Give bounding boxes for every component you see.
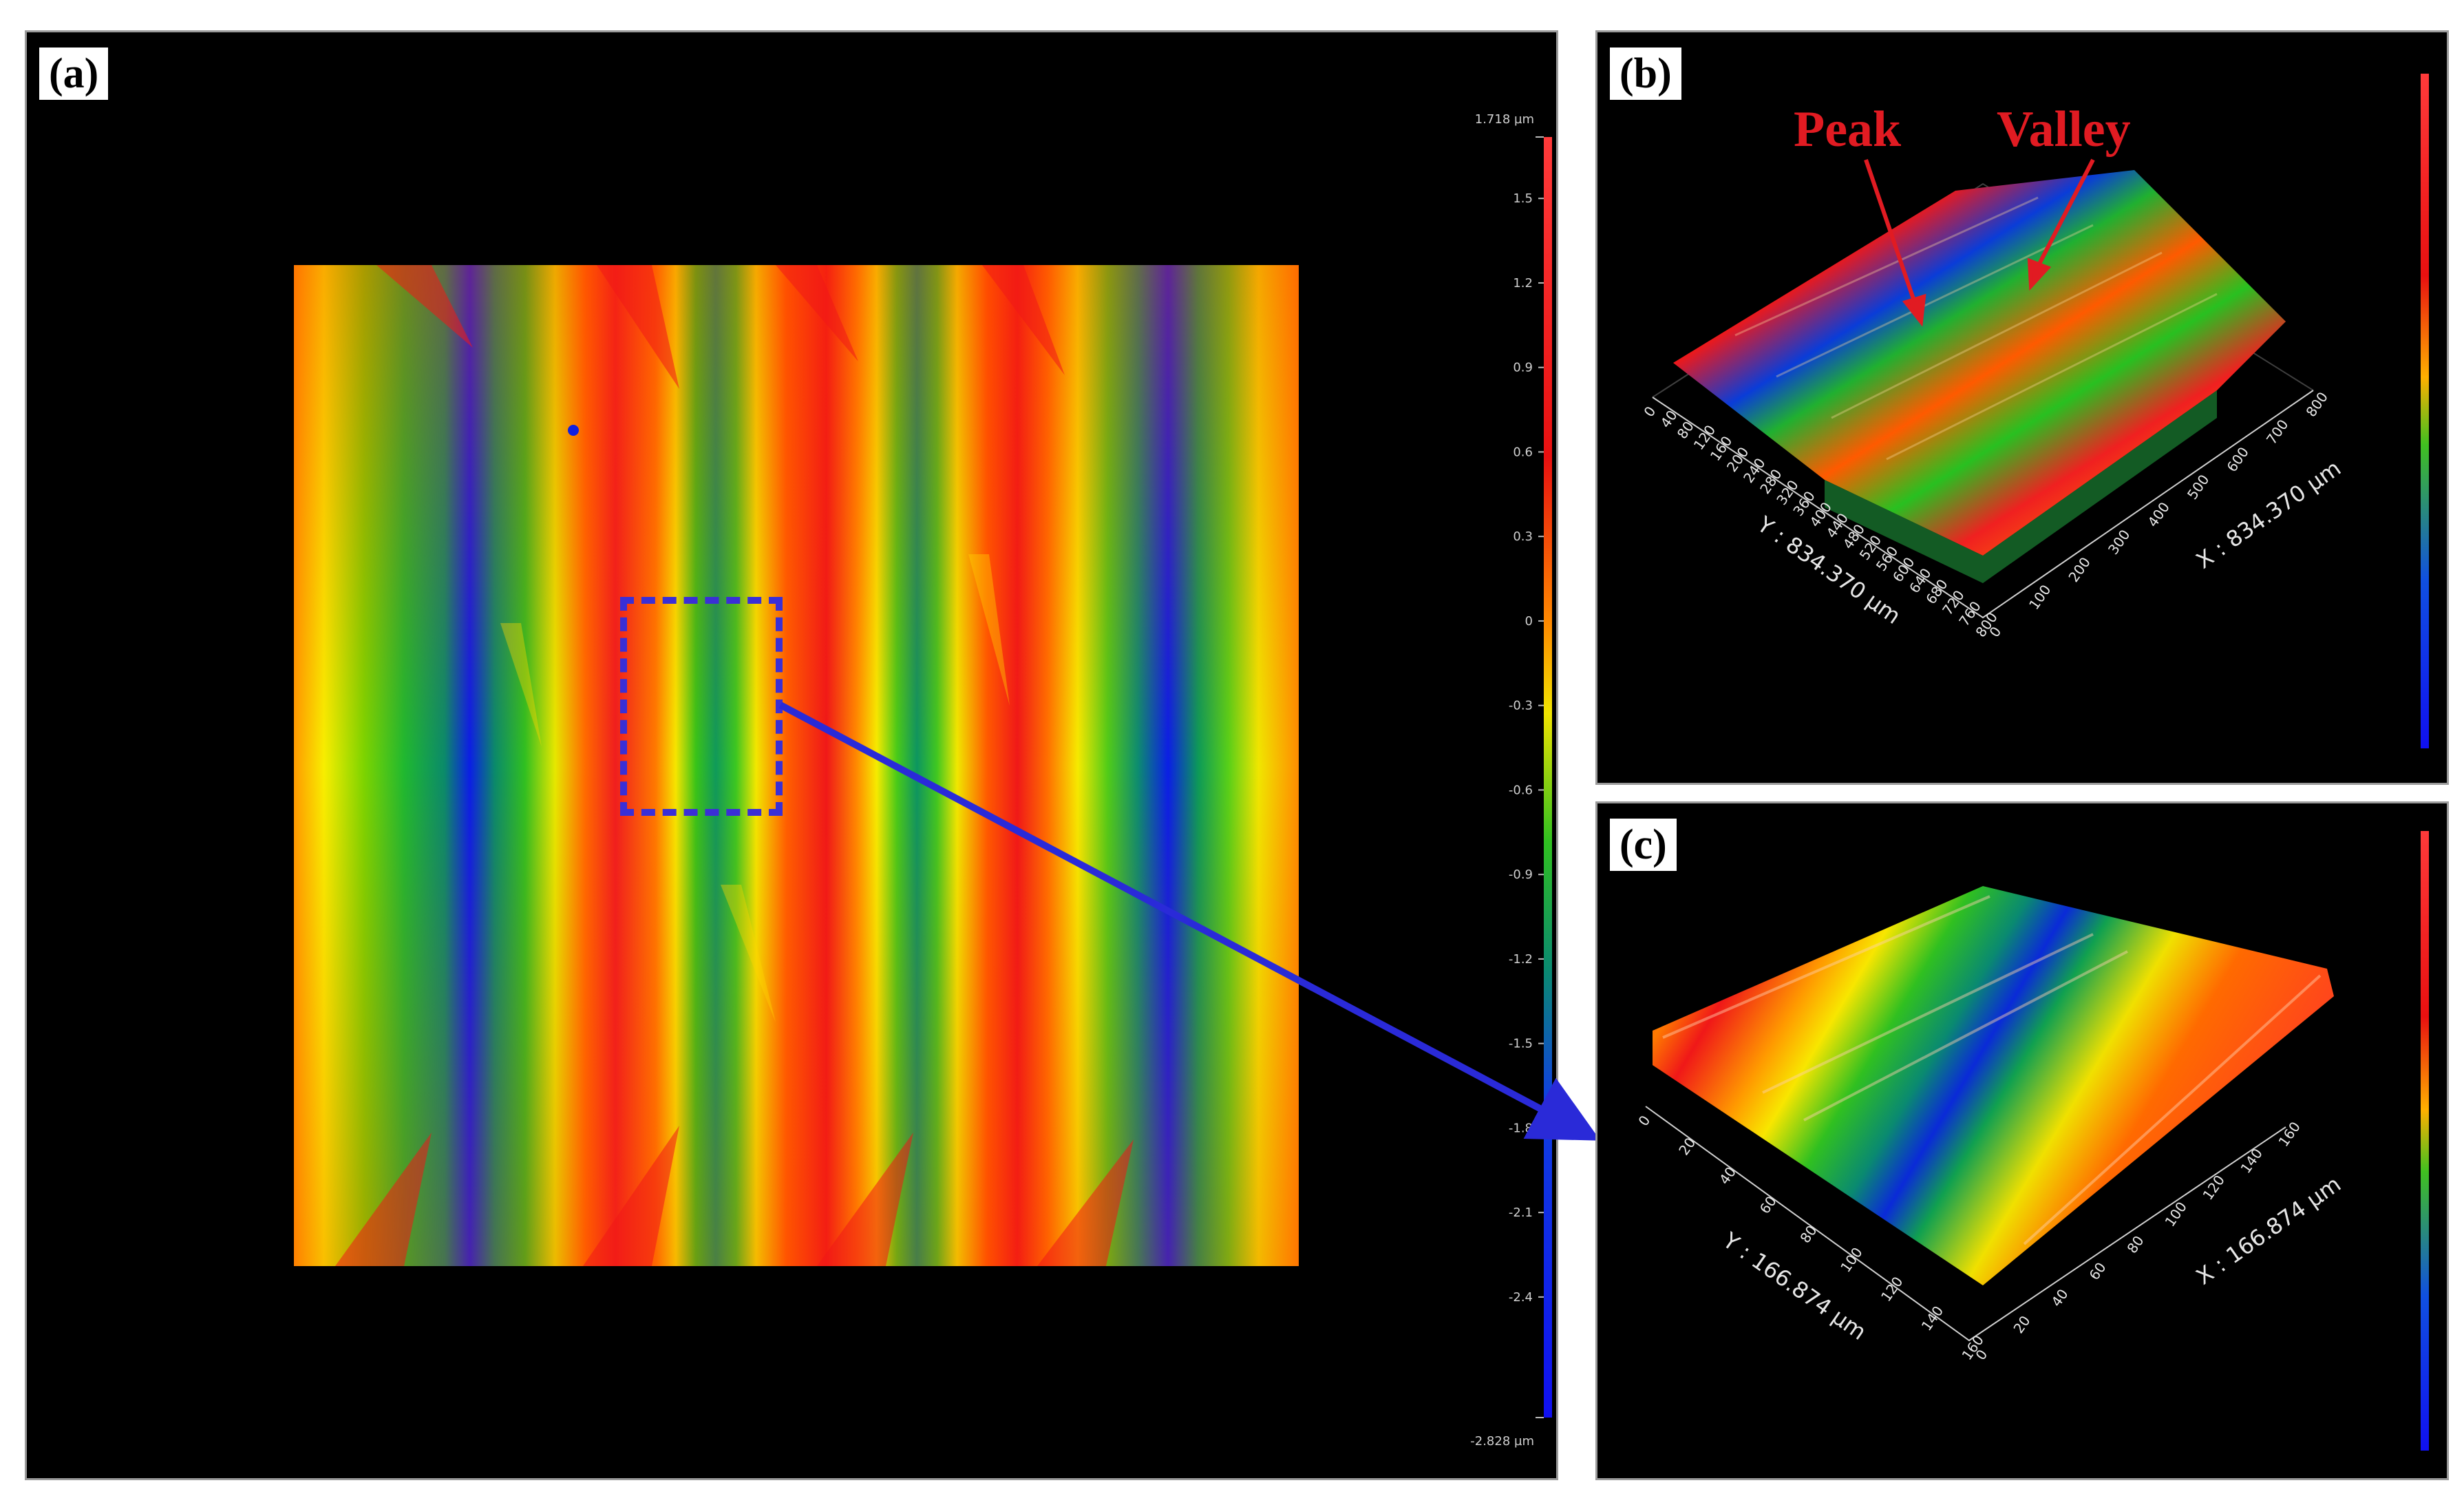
panel-c-colorbar: [2421, 831, 2429, 1451]
colorbar-tick-label: 1.2: [1513, 276, 1533, 291]
panel-c-x-tick: 40: [2048, 1286, 2071, 1310]
panel-c-3d-zoom-view: (c): [1595, 801, 2449, 1480]
panel-b-3d-view: (b): [1595, 30, 2449, 785]
panel-c-y-axis-label: Y : 166.874 µm: [1718, 1227, 1871, 1345]
panel-a-topography-map: (a): [25, 30, 1558, 1480]
panel-c-y-tick: 20: [1675, 1135, 1699, 1159]
colorbar-tick-label: 1.5: [1513, 191, 1533, 206]
colorbar-tick-label: 0: [1525, 614, 1533, 629]
panel-c-y-tick: 140: [1918, 1303, 1947, 1334]
colorbar-tick-label: -0.9: [1509, 867, 1533, 882]
colorbar-tick-label: 0.6: [1513, 445, 1533, 459]
panel-c-y-tick: 40: [1716, 1164, 1739, 1188]
panel-c-y-tick: 100: [1837, 1244, 1866, 1275]
panel-c-x-tick: 160: [2275, 1119, 2304, 1150]
colorbar-min-label: -2.828 µm: [1470, 1434, 1534, 1449]
panel-b-x-tick: 800: [2302, 389, 2331, 420]
panel-b-x-tick: 100: [2026, 582, 2054, 613]
colorbar-tick-label: -1.5: [1509, 1037, 1533, 1051]
panel-b-y-tick: 0: [1640, 403, 1659, 420]
colorbar-tick-label: -0.6: [1509, 783, 1533, 797]
surface-height-map: [294, 265, 1299, 1266]
panel-c-x-tick: 20: [2010, 1313, 2033, 1337]
colorbar-tick-label: 0.3: [1513, 529, 1533, 544]
panel-c-y-tick: 60: [1756, 1193, 1780, 1217]
colorbar-tick-label: -2.4: [1509, 1290, 1533, 1305]
colorbar-tick-label: 0.9: [1513, 361, 1533, 375]
panel-c-y-tick: 0: [1635, 1113, 1653, 1129]
annotation-peak: Peak: [1794, 101, 1902, 158]
panel-b-surface: Peak Valley Y : 834.370 µm X : 834.370 µ…: [1640, 74, 2429, 748]
panel-c-x-tick: 140: [2237, 1146, 2266, 1177]
panel-b-colorbar: [2421, 74, 2429, 748]
annotation-valley: Valley: [1997, 101, 2131, 158]
selection-box: [620, 597, 783, 816]
panel-c-x-tick: 100: [2161, 1199, 2190, 1230]
panel-b-x-axis-label: X : 834.370 µm: [2191, 455, 2346, 574]
panel-c-y-tick: 80: [1796, 1222, 1820, 1246]
panel-c-x-tick: 120: [2199, 1172, 2228, 1203]
colorbar-tick-label: -1.2: [1509, 952, 1533, 967]
panel-c-label: (c): [1610, 819, 1677, 872]
colorbar-tick-label: -0.3: [1509, 699, 1533, 713]
colorbar-max-label: 1.718 µm: [1475, 112, 1534, 127]
panel-c-surface: Y : 166.874 µm X : 166.874 µm 0204060801…: [1635, 831, 2429, 1451]
colorbar-tick-label: -2.1: [1509, 1206, 1533, 1220]
panel-c-x-tick: 60: [2085, 1259, 2109, 1283]
panel-c-y-tick: 120: [1878, 1274, 1907, 1305]
panel-c-x-tick: 80: [2123, 1232, 2147, 1256]
panel-b-x-tick: 700: [2263, 417, 2292, 448]
panel-b-label: (b): [1610, 48, 1681, 101]
panel-a-label: (a): [39, 48, 109, 101]
